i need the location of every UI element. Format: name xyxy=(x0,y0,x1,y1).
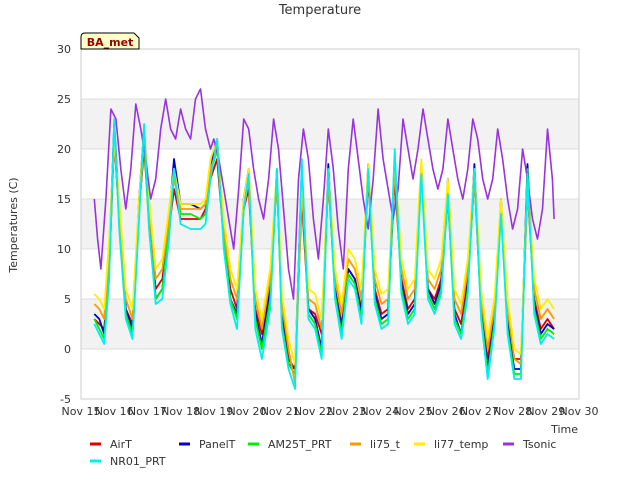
x-tick-label: Nov 20 xyxy=(228,405,267,418)
x-tick-label: Nov 26 xyxy=(427,405,466,418)
site-badge-label: BA_met xyxy=(87,36,134,49)
plot-frame xyxy=(80,48,580,400)
chart-title: Temperature xyxy=(278,3,361,18)
y-tick-label: 10 xyxy=(57,243,71,256)
x-tick-label: Nov 24 xyxy=(360,405,399,418)
legend-label: li75_t xyxy=(370,438,401,451)
x-tick-label: Nov 28 xyxy=(493,405,532,418)
legend-label: AM25T_PRT xyxy=(268,438,332,451)
legend-label: NR01_PRT xyxy=(110,455,166,468)
x-tick-label: Nov 23 xyxy=(327,405,366,418)
legend-item: NR01_PRT xyxy=(90,455,166,468)
series-line-nr01-prt xyxy=(93,118,555,390)
y-tick-label: 25 xyxy=(57,93,71,106)
legend-label: Tsonic xyxy=(522,438,556,451)
x-axis-label: Time xyxy=(550,423,578,436)
x-tick-label: Nov 30 xyxy=(560,405,599,418)
x-tick-label: Nov 21 xyxy=(261,405,300,418)
legend-item: Tsonic xyxy=(503,438,556,451)
series-line-tsonic xyxy=(93,88,555,300)
x-tick-label: Nov 22 xyxy=(294,405,333,418)
legend-item: li77_temp xyxy=(414,438,488,451)
x-tick-label: Nov 19 xyxy=(194,405,233,418)
y-tick-label: 15 xyxy=(57,193,71,206)
x-tick-label: Nov 25 xyxy=(394,405,433,418)
legend-item: AirT xyxy=(90,438,132,451)
legend-label: AirT xyxy=(110,438,132,451)
band-shade xyxy=(81,299,579,349)
y-tick-label: -5 xyxy=(60,393,71,406)
legend-label: PanelT xyxy=(199,438,236,451)
x-tick-label: Nov 29 xyxy=(526,405,565,418)
legend-item: PanelT xyxy=(179,438,236,451)
x-tick-label: Nov 16 xyxy=(95,405,134,418)
legend-item: li75_t xyxy=(350,438,401,451)
y-tick-label: 20 xyxy=(57,143,71,156)
y-axis-ticks: -5 0 5 10 15 20 25 30 xyxy=(57,43,71,406)
y-tick-label: 0 xyxy=(64,343,71,356)
x-tick-label: Nov 18 xyxy=(161,405,200,418)
legend-item: AM25T_PRT xyxy=(248,438,332,451)
legend-label: li77_temp xyxy=(434,438,488,451)
series-lines xyxy=(93,88,555,390)
x-tick-label: Nov 15 xyxy=(62,405,101,418)
y-tick-label: 30 xyxy=(57,43,71,56)
x-tick-label: Nov 17 xyxy=(128,405,167,418)
y-axis-label: Temperatures (C) xyxy=(7,177,20,273)
background-bands xyxy=(81,49,579,399)
x-tick-label: Nov 27 xyxy=(460,405,499,418)
y-tick-label: 5 xyxy=(64,293,71,306)
legend: AirT PanelT AM25T_PRT li75_t li77_temp Tsonic… xyxy=(90,438,556,468)
site-badge: BA_met xyxy=(80,32,140,50)
